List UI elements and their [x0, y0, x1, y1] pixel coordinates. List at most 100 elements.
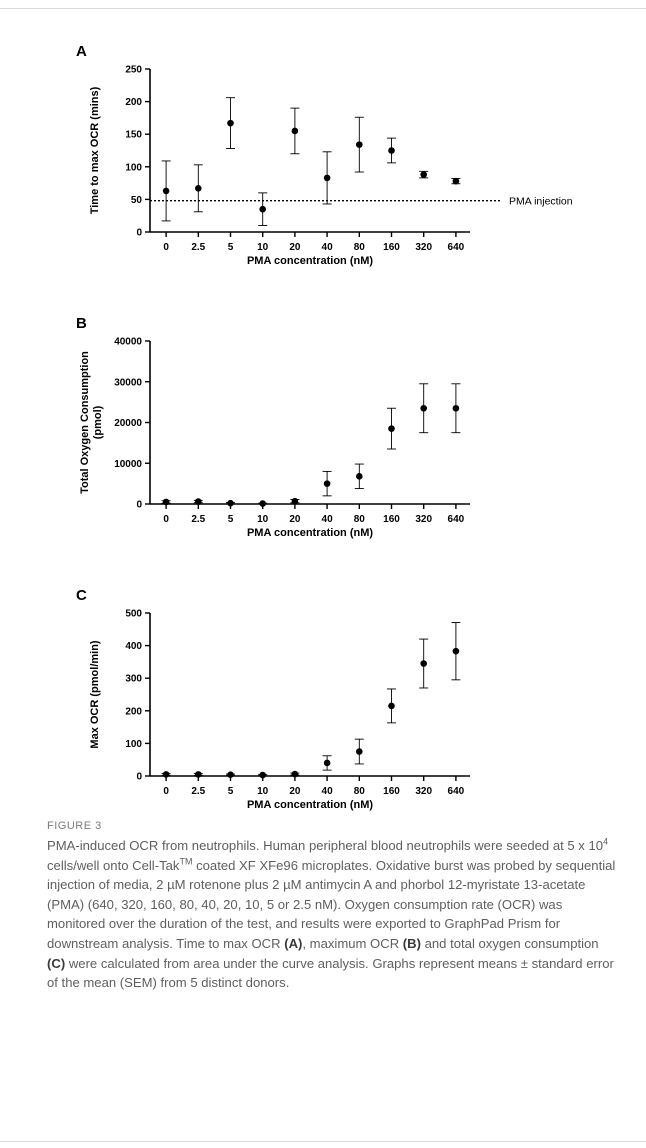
panel-letter: C	[76, 587, 87, 604]
y-tick-label: 0	[136, 500, 142, 511]
y-axis-title: Time to max OCR (mins)	[89, 86, 101, 214]
y-axis-title: Total Oxygen Consumption	[79, 351, 91, 494]
data-point	[388, 425, 395, 432]
x-axis-title: PMA concentration (nM)	[247, 255, 373, 267]
data-point	[162, 187, 170, 195]
x-tick-label: 320	[415, 242, 432, 253]
chart-c: C 0 100 200 300 400 500 0 2.5 5 10 20 40 80 160 320 640 P…	[76, 587, 470, 811]
chart-panel-b: B 0 10000 20000 30000 40000 0 2.5 5 10 20 40 80 160 32…	[0, 312, 646, 552]
figure-caption: FIGURE 3 PMA-induced OCR from neutrophil…	[47, 820, 617, 993]
x-axis-title: PMA concentration (nM)	[247, 527, 373, 539]
chart-b: B 0 10000 20000 30000 40000 0 2.5 5 10 20 40 80 160 32…	[76, 315, 470, 539]
x-tick-label: 160	[383, 242, 400, 253]
y-tick-label: 400	[125, 641, 142, 652]
data-point	[162, 498, 170, 506]
caption-part-4: , maximum OCR	[302, 935, 403, 951]
data-point	[420, 404, 428, 412]
x-tick-label: 5	[228, 786, 234, 797]
x-tick-label: 320	[415, 514, 432, 525]
reference-line-label: PMA injection	[509, 196, 573, 208]
data-point	[291, 770, 299, 778]
y-tick-label: 0	[136, 772, 142, 783]
x-tick-label: 160	[383, 786, 400, 797]
data-point	[162, 771, 170, 778]
data-point	[259, 500, 267, 507]
y-tick-label: 150	[125, 130, 142, 141]
data-point	[323, 480, 331, 487]
x-tick-label: 0	[163, 514, 169, 525]
x-tick-label: 80	[354, 786, 366, 797]
y-tick-label: 200	[125, 706, 142, 717]
x-axis-title: PMA concentration (nM)	[247, 799, 373, 811]
caption-part-6: were calculated from area under the curv…	[47, 955, 614, 991]
data-point	[388, 147, 395, 154]
x-tick-label: 2.5	[191, 514, 205, 525]
data-point	[388, 702, 395, 710]
data-point	[356, 748, 363, 755]
y-tick-label: 100	[125, 739, 142, 750]
caption-ref-c: (C)	[47, 955, 66, 971]
x-tick-label: 20	[289, 514, 301, 525]
x-tick-label: 10	[257, 242, 269, 253]
data-point	[291, 127, 299, 135]
x-tick-label: 640	[448, 786, 465, 797]
data-point	[452, 647, 460, 655]
panel-letter: A	[76, 43, 87, 60]
y-axis-title-line-2: (pmol)	[92, 405, 104, 439]
caption-part-2: cells/well onto Cell-Tak	[47, 857, 180, 873]
y-tick-label: 30000	[114, 377, 142, 388]
x-tick-label: 80	[354, 514, 366, 525]
caption-sup-2: TM	[179, 856, 193, 867]
x-tick-label: 0	[163, 786, 169, 797]
caption-ref-b: (B)	[402, 935, 421, 951]
y-tick-label: 300	[125, 674, 142, 685]
y-tick-label: 500	[125, 609, 142, 620]
chart-panel-c: C 0 100 200 300 400 500 0 2.5 5 10 20 40 80 160 320 640 P…	[0, 584, 646, 824]
data-point	[227, 119, 234, 127]
caption-sup-1: 4	[603, 836, 609, 847]
y-tick-label: 0	[136, 228, 142, 239]
caption-part-5: and total oxygen consumption	[420, 935, 599, 951]
chart-panel-a: A 0 50 100 150 200 250 0 2.5 5 10 20 40 80 160 320 640 PM…	[0, 40, 646, 280]
data-point	[452, 404, 460, 412]
data-point	[323, 759, 331, 767]
data-point	[195, 771, 202, 778]
y-tick-label: 50	[131, 195, 143, 206]
y-tick-label: 10000	[114, 459, 142, 470]
x-tick-label: 40	[322, 786, 334, 797]
data-point	[420, 660, 428, 667]
caption-part-1: PMA-induced OCR from neutrophils. Human …	[47, 838, 604, 853]
x-tick-label: 2.5	[191, 242, 205, 253]
data-point	[259, 205, 267, 213]
x-tick-label: 20	[289, 242, 301, 253]
figure-label: FIGURE 3	[47, 820, 102, 832]
y-tick-label: 40000	[114, 337, 142, 348]
chart-a: A 0 50 100 150 200 250 0 2.5 5 10 20 40 80 160 320 640 PM…	[76, 43, 573, 267]
data-point	[195, 498, 202, 505]
x-tick-label: 640	[448, 514, 465, 525]
data-point	[195, 185, 202, 192]
x-tick-label: 10	[257, 786, 269, 797]
y-tick-label: 100	[125, 162, 142, 173]
x-tick-label: 160	[383, 514, 400, 525]
x-tick-label: 320	[415, 786, 432, 797]
x-tick-label: 640	[448, 242, 465, 253]
data-point	[356, 472, 363, 480]
data-point	[259, 771, 267, 779]
caption-text: PMA-induced OCR from neutrophils. Human …	[47, 836, 617, 993]
caption-part-3: coated XF XFe96 microplates. Oxidative b…	[47, 857, 616, 951]
y-axis-title: Max OCR (pmol/min)	[89, 640, 101, 749]
x-tick-label: 80	[354, 242, 366, 253]
data-point	[323, 174, 331, 182]
x-tick-label: 10	[257, 514, 269, 525]
data-point	[452, 177, 460, 185]
data-point	[356, 141, 363, 148]
x-tick-label: 40	[322, 242, 334, 253]
y-tick-label: 200	[125, 97, 142, 108]
caption-ref-a: (A)	[284, 935, 303, 951]
data-point	[227, 771, 234, 778]
x-tick-label: 0	[163, 242, 169, 253]
x-tick-label: 20	[289, 786, 301, 797]
data-point	[420, 171, 428, 178]
data-point	[227, 499, 234, 507]
